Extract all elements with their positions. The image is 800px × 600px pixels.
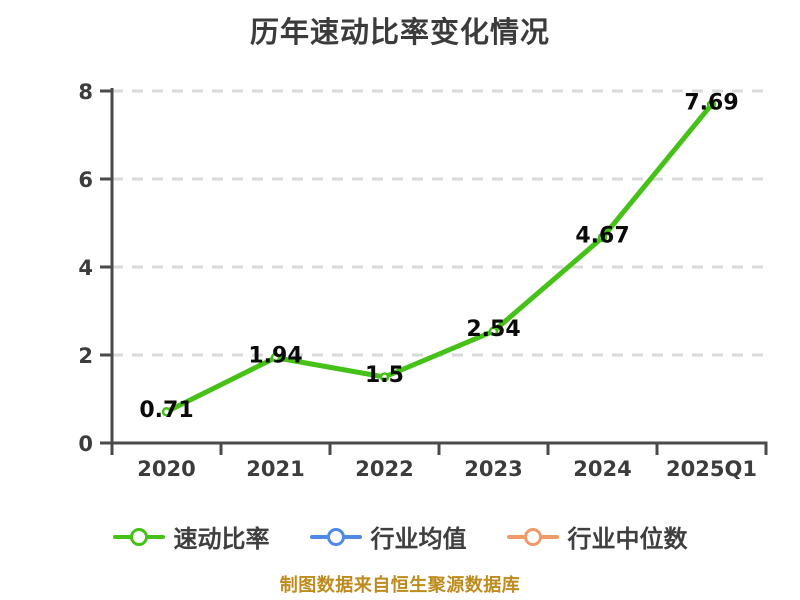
y-axis-label-6: 6 bbox=[78, 168, 93, 192]
data-source-note: 制图数据来自恒生聚源数据库 bbox=[279, 575, 521, 596]
legend-label-industry-average: 行业均值 bbox=[370, 525, 467, 553]
x-axis-label-2025Q1: 2025Q1 bbox=[666, 457, 757, 481]
quick-ratio-line-chart: 0 2 4 6 8 2020 2021 2022 2023 2024 2025Q1 0.71 1.94 1… bbox=[78, 80, 768, 481]
y-axis-label-0: 0 bbox=[78, 432, 93, 456]
series-line-quick-ratio bbox=[164, 102, 714, 415]
data-point-label-2022: 1.5 bbox=[365, 363, 404, 388]
x-axis-label-2020: 2020 bbox=[137, 457, 195, 481]
data-point-label-2023: 2.54 bbox=[466, 317, 520, 342]
y-axis-label-2: 2 bbox=[78, 344, 93, 368]
data-point-marker-2020 bbox=[161, 407, 172, 417]
data-point-label-2024: 4.67 bbox=[575, 224, 629, 249]
x-axis-label-2023: 2023 bbox=[464, 457, 522, 481]
legend-item-industry-average[interactable]: 行业均值 bbox=[309, 519, 467, 554]
data-point-marker-2024 bbox=[597, 232, 608, 243]
legend-line-circle-marker-blue bbox=[309, 527, 362, 547]
data-point-marker-2023 bbox=[488, 326, 499, 336]
data-point-label-2021: 1.94 bbox=[248, 344, 302, 369]
legend-label-quick-ratio: 速动比率 bbox=[173, 525, 270, 553]
y-axis-label-8: 8 bbox=[78, 80, 93, 104]
x-axis-label-2022: 2022 bbox=[355, 457, 413, 481]
data-point-marker-2021 bbox=[270, 352, 281, 363]
x-axis-label-2024: 2024 bbox=[573, 457, 631, 481]
data-point-label-2025Q1: 7.69 bbox=[684, 91, 738, 116]
chart-legend: 速动比率 行业均值 行业中位数 bbox=[0, 519, 800, 554]
legend-item-quick-ratio[interactable]: 速动比率 bbox=[112, 519, 270, 554]
data-point-label-2020: 0.71 bbox=[139, 398, 193, 423]
data-point-marker-2022 bbox=[379, 372, 390, 382]
y-axis-label-4: 4 bbox=[78, 256, 93, 280]
legend-label-industry-median: 行业中位数 bbox=[567, 525, 688, 553]
legend-line-circle-marker-green bbox=[112, 527, 165, 547]
chart-title: 历年速动比率变化情况 bbox=[249, 15, 550, 49]
x-axis-label-2021: 2021 bbox=[246, 457, 304, 481]
legend-item-industry-median[interactable]: 行业中位数 bbox=[506, 519, 688, 554]
legend-line-circle-marker-orange bbox=[506, 527, 559, 547]
data-point-marker-2025Q1 bbox=[706, 99, 717, 110]
